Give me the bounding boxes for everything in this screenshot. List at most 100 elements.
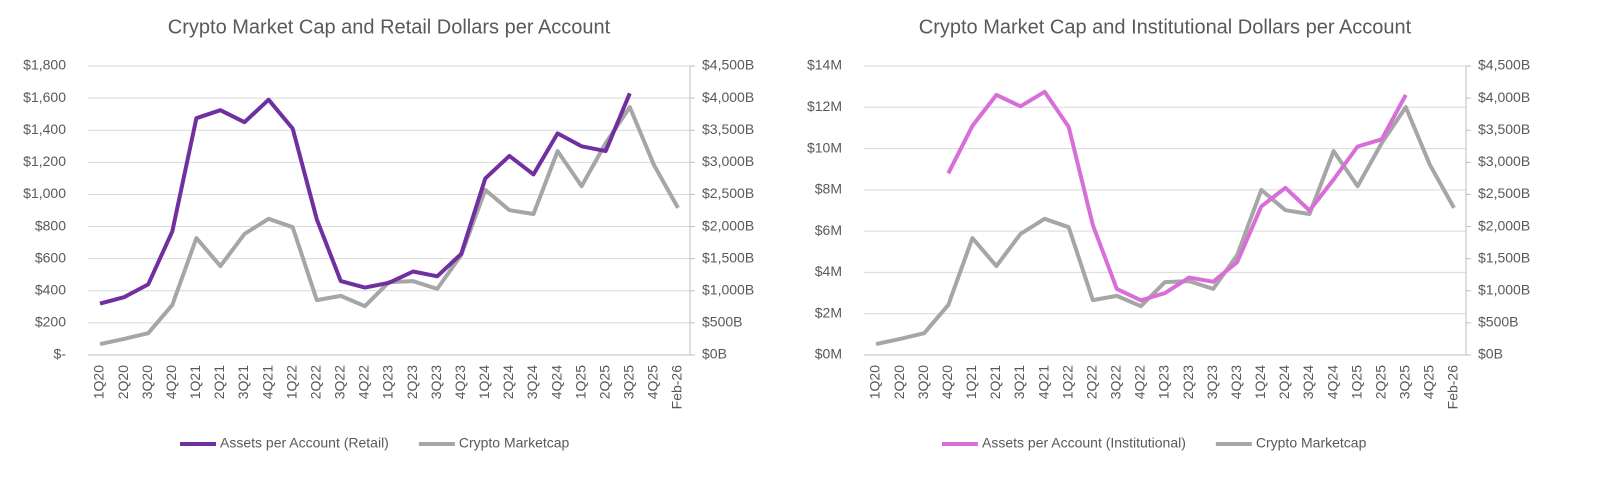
x-tick-label: 4Q21: [1035, 365, 1051, 399]
y2-tick-label: $500B: [702, 314, 742, 330]
legend-label: Crypto Marketcap: [459, 435, 570, 451]
x-tick-label: 3Q21: [1011, 365, 1027, 399]
x-tick-label: 2Q22: [307, 365, 323, 399]
x-tick-label: 4Q20: [939, 365, 955, 399]
x-tick-label: 1Q20: [867, 365, 883, 399]
x-tick-label: 2Q23: [1180, 365, 1196, 399]
x-tick-label: 3Q22: [1108, 365, 1124, 399]
x-tick-label: 3Q21: [235, 365, 251, 399]
y2-tick-label: $2,000B: [1478, 217, 1530, 233]
x-tick-label: 3Q25: [1397, 365, 1413, 399]
y2-tick-label: $1,000B: [1478, 281, 1530, 297]
x-tick-label: 2Q23: [404, 365, 420, 399]
x-tick-label: 3Q23: [428, 365, 444, 399]
y-tick-label: $1,600: [23, 89, 66, 105]
x-tick-label: 4Q22: [356, 365, 372, 399]
x-tick-label: 1Q22: [283, 365, 299, 399]
y2-tick-label: $4,500B: [1478, 57, 1530, 73]
y-tick-label: $2M: [815, 304, 842, 320]
x-tick-label: 4Q20: [163, 365, 179, 399]
series-line: [875, 105, 1456, 347]
x-tick-label: Feb-26: [669, 365, 685, 410]
y-tick-label: $12M: [807, 98, 842, 114]
legend-label: Assets per Account (Institutional): [982, 435, 1186, 451]
legend-label: Assets per Account (Retail): [220, 435, 389, 451]
x-tick-label: 3Q25: [621, 365, 637, 399]
x-tick-label: 2Q22: [1083, 365, 1099, 399]
y2-tick-label: $3,000B: [1478, 153, 1530, 169]
y2-tick-label: $1,500B: [1478, 249, 1530, 265]
x-tick-label: 3Q20: [139, 365, 155, 399]
y2-tick-label: $4,000B: [702, 89, 754, 105]
y-tick-label: $8M: [815, 181, 842, 197]
y-tick-label: $10M: [807, 139, 842, 155]
chart: Crypto Market Cap and Institutional Doll…: [807, 16, 1530, 450]
y2-tick-label: $0B: [1478, 346, 1503, 362]
chart-title: Crypto Market Cap and Institutional Doll…: [919, 16, 1412, 38]
y2-tick-label: $0B: [702, 346, 727, 362]
chart-title: Crypto Market Cap and Retail Dollars per…: [168, 16, 611, 38]
y2-tick-label: $500B: [1478, 314, 1518, 330]
series-line: [946, 89, 1408, 303]
x-tick-label: 4Q21: [259, 365, 275, 399]
y2-tick-label: $1,000B: [702, 281, 754, 297]
y2-tick-label: $3,500B: [1478, 121, 1530, 137]
x-tick-label: 1Q25: [572, 365, 588, 399]
x-tick-label: 1Q22: [1059, 365, 1075, 399]
x-tick-label: 2Q24: [1276, 365, 1292, 399]
x-tick-label: 3Q20: [915, 365, 931, 399]
y2-tick-label: $4,500B: [702, 57, 754, 73]
y-tick-label: $1,200: [23, 153, 66, 169]
x-tick-label: 4Q22: [1132, 365, 1148, 399]
x-tick-label: 1Q21: [187, 365, 203, 399]
y-tick-label: $400: [35, 281, 66, 297]
x-tick-label: 2Q21: [987, 365, 1003, 399]
y2-tick-label: $4,000B: [1478, 89, 1530, 105]
x-tick-label: 1Q25: [1348, 365, 1364, 399]
y2-tick-label: $3,000B: [702, 153, 754, 169]
y-tick-label: $1,000: [23, 185, 66, 201]
x-tick-label: 2Q20: [115, 365, 131, 399]
legend-label: Crypto Marketcap: [1256, 435, 1367, 451]
y-tick-label: $-: [54, 346, 67, 362]
x-tick-label: 4Q25: [1421, 365, 1437, 399]
y-tick-label: $14M: [807, 57, 842, 73]
y2-tick-label: $2,000B: [702, 217, 754, 233]
x-tick-label: 3Q23: [1204, 365, 1220, 399]
x-tick-label: 4Q25: [645, 365, 661, 399]
chart: Crypto Market Cap and Retail Dollars per…: [23, 16, 754, 450]
y-tick-label: $1,400: [23, 121, 66, 137]
y2-tick-label: $2,500B: [702, 185, 754, 201]
x-tick-label: 4Q23: [1228, 365, 1244, 399]
x-tick-label: 2Q24: [500, 365, 516, 399]
x-tick-label: 4Q24: [548, 365, 564, 399]
x-tick-label: 1Q21: [963, 365, 979, 399]
x-tick-label: 1Q24: [1252, 365, 1268, 399]
x-tick-label: 4Q24: [1324, 365, 1340, 399]
y-tick-label: $800: [35, 217, 66, 233]
x-tick-label: 2Q25: [1372, 365, 1388, 399]
x-tick-label: 3Q24: [524, 365, 540, 399]
y2-tick-label: $3,500B: [702, 121, 754, 137]
series-line: [99, 92, 632, 306]
y-tick-label: $6M: [815, 222, 842, 238]
x-tick-label: 1Q24: [476, 365, 492, 399]
x-tick-label: 1Q23: [380, 365, 396, 399]
x-tick-label: 2Q25: [596, 365, 612, 399]
y-tick-label: $1,800: [23, 57, 66, 73]
series-line: [99, 105, 680, 347]
x-tick-label: 1Q20: [91, 365, 107, 399]
x-tick-label: 4Q23: [452, 365, 468, 399]
y2-tick-label: $2,500B: [1478, 185, 1530, 201]
y2-tick-label: $1,500B: [702, 249, 754, 265]
x-tick-label: 3Q22: [332, 365, 348, 399]
y-tick-label: $4M: [815, 263, 842, 279]
y-tick-label: $600: [35, 249, 66, 265]
x-tick-label: 2Q21: [211, 365, 227, 399]
y-tick-label: $200: [35, 314, 66, 330]
y-tick-label: $0M: [815, 346, 842, 362]
x-tick-label: 3Q24: [1300, 365, 1316, 399]
x-tick-label: 1Q23: [1156, 365, 1172, 399]
x-tick-label: Feb-26: [1445, 365, 1461, 410]
